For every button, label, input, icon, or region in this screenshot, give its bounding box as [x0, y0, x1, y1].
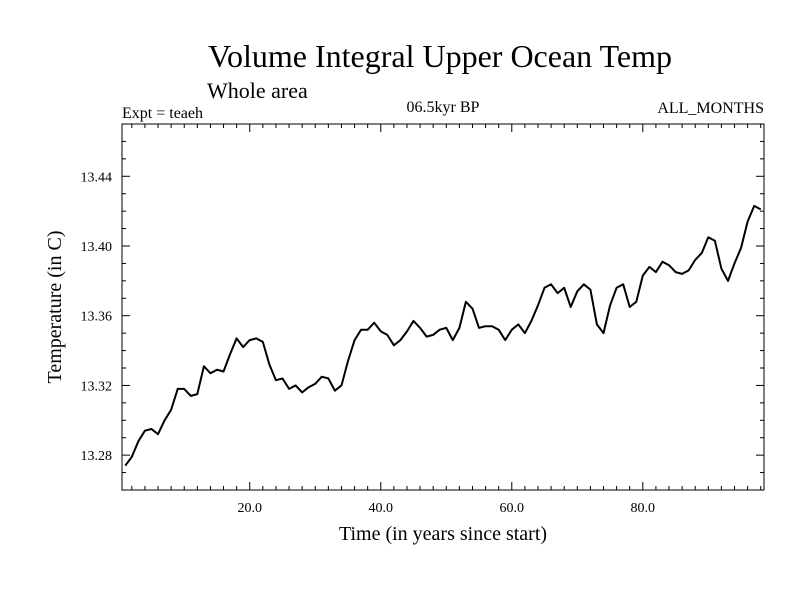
- y-tick-label: 13.40: [81, 240, 113, 255]
- y-tick-label: 13.36: [81, 310, 113, 325]
- x-tick-label: 60.0: [500, 501, 525, 516]
- chart-subtitle: Whole area: [207, 78, 308, 103]
- series-line: [124, 204, 762, 467]
- series-layer: [124, 204, 762, 467]
- plot-frame: [121, 123, 765, 491]
- chart-title: Volume Integral Upper Ocean Temp: [208, 38, 672, 74]
- axis-tick-labels: 20.0 40.0 60.0 80.0 13.28 13.32 13.36 13.40 13.4…: [81, 170, 656, 516]
- y-tick-label: 13.44: [81, 170, 113, 185]
- x-axis-label: Time (in years since start): [339, 523, 547, 545]
- x-tick-label: 80.0: [631, 501, 656, 516]
- y-axis-label: Temperature (in C): [44, 231, 66, 384]
- x-tick-label: 40.0: [369, 501, 394, 516]
- header-right: ALL_MONTHS: [657, 100, 764, 117]
- axis-ticks: [122, 123, 764, 491]
- y-tick-label: 13.32: [81, 379, 113, 394]
- header-left: Expt = teaeh: [122, 105, 203, 122]
- x-tick-label: 20.0: [237, 501, 262, 516]
- header-center: 06.5kyr BP: [407, 99, 480, 116]
- y-tick-label: 13.28: [81, 449, 113, 464]
